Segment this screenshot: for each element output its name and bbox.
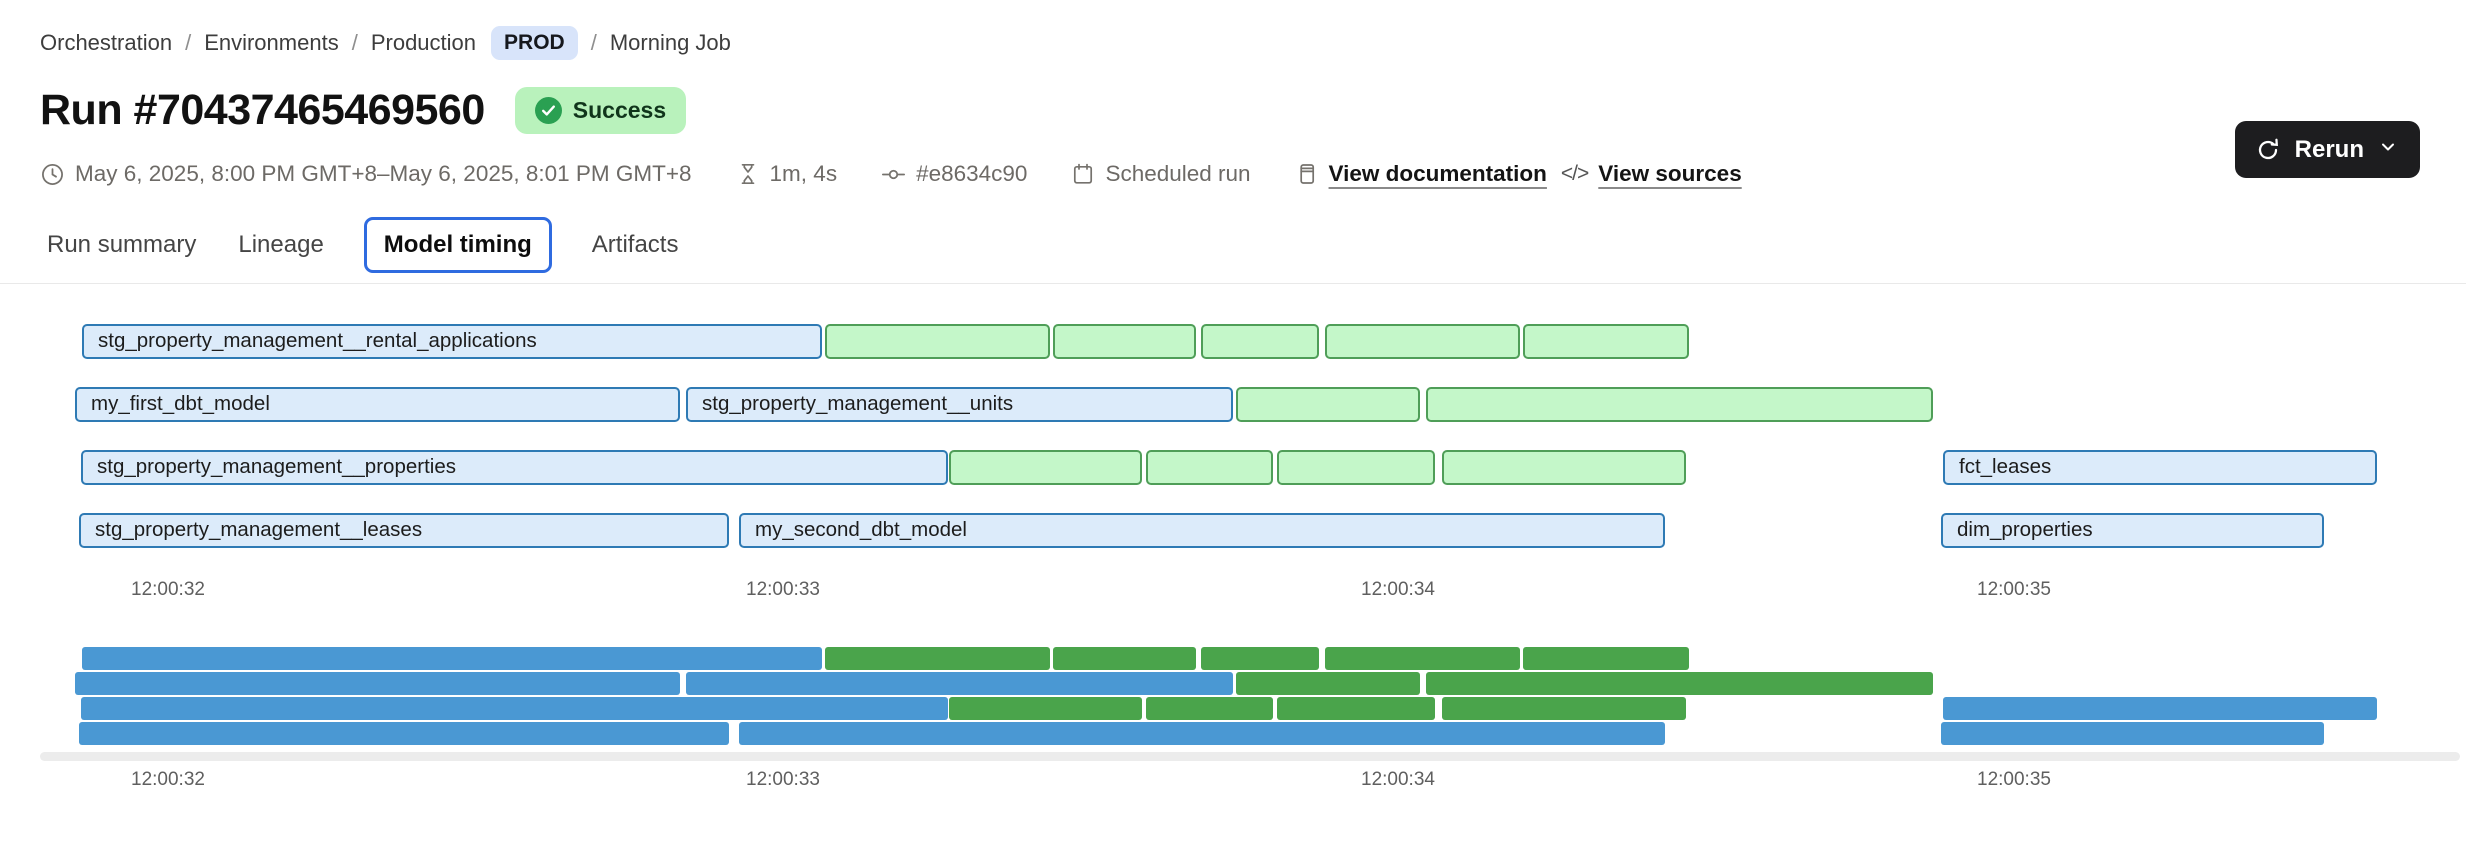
minimap-bar: [82, 647, 822, 670]
status-label: Success: [572, 97, 667, 123]
minimap-bar: [1146, 697, 1273, 720]
gantt-bar-segment[interactable]: [1201, 324, 1319, 359]
gantt-minimap-axis: 12:00:32 12:00:33 12:00:34 12:00:35: [0, 769, 2466, 795]
minimap-bar: [1325, 647, 1520, 670]
gantt-bar-segment[interactable]: [1146, 450, 1273, 485]
gantt-bar-segment[interactable]: [1236, 387, 1420, 422]
minimap-bar: [1053, 647, 1196, 670]
commit-icon: [881, 162, 906, 187]
refresh-icon: [2255, 137, 2281, 163]
tab-bar: Run summary Lineage Model timing Artifac…: [40, 217, 2420, 273]
gantt-bar-segment[interactable]: [1426, 387, 1933, 422]
breadcrumb-environments[interactable]: Environments: [204, 30, 339, 55]
minimap-bar: [1943, 697, 2377, 720]
calendar-icon: [1071, 162, 1095, 186]
model-timing-chart: stg_property_management__rental_applicat…: [0, 284, 2466, 836]
tab-model-timing[interactable]: Model timing: [363, 217, 552, 273]
hourglass-icon: [736, 162, 760, 186]
rerun-button[interactable]: Rerun: [2234, 121, 2420, 178]
view-sources-link[interactable]: View sources: [1598, 161, 1742, 186]
gantt-bar-segment[interactable]: [949, 450, 1142, 485]
view-sources-link-wrap: </> View sources: [1561, 161, 1742, 187]
gantt-bar-segment[interactable]: [1277, 450, 1435, 485]
title-row: Run #70437465469560 Success: [40, 86, 2420, 135]
minimap-bar: [739, 722, 1665, 745]
gantt-bar-segment[interactable]: [1325, 324, 1520, 359]
breadcrumb-separator: /: [185, 30, 192, 55]
minimap-bar: [81, 697, 948, 720]
gantt-bar-segment[interactable]: [1053, 324, 1196, 359]
minimap-bar: [1941, 722, 2324, 745]
gantt-bar-stg_property_management__leases[interactable]: stg_property_management__leases: [79, 513, 729, 548]
tabs-divider: [0, 283, 2466, 284]
minimap-bar: [1523, 647, 1689, 670]
tab-run-summary[interactable]: Run summary: [47, 231, 197, 258]
minimap-scroll-track[interactable]: [40, 752, 2460, 761]
gantt-bar-segment[interactable]: [1523, 324, 1689, 359]
document-icon: [1295, 162, 1319, 186]
gantt-bar-fct_leases[interactable]: fct_leases: [1943, 450, 2377, 485]
gantt-bar-stg_property_management__units[interactable]: stg_property_management__units: [686, 387, 1233, 422]
breadcrumb: Orchestration / Environments / Productio…: [40, 26, 2420, 60]
view-documentation-link-wrap: View documentation: [1295, 161, 1547, 187]
gantt-bar-dim_properties[interactable]: dim_properties: [1941, 513, 2324, 548]
axis-tick: 12:00:34: [1361, 579, 1435, 600]
code-icon: </>: [1560, 162, 1589, 185]
axis-tick: 12:00:34: [1361, 769, 1435, 790]
gantt-bar-stg_property_management__rental_applications[interactable]: stg_property_management__rental_applicat…: [82, 324, 822, 359]
gantt-bar-segment[interactable]: [825, 324, 1050, 359]
gantt-bar-stg_property_management__properties[interactable]: stg_property_management__properties: [81, 450, 948, 485]
minimap-bar: [1277, 697, 1435, 720]
page-title: Run #70437465469560: [40, 86, 485, 134]
breadcrumb-separator: /: [351, 30, 358, 55]
rerun-label: Rerun: [2294, 135, 2364, 163]
axis-tick: 12:00:35: [1977, 769, 2051, 790]
minimap-bar: [825, 647, 1050, 670]
axis-tick: 12:00:33: [746, 579, 820, 600]
tab-lineage[interactable]: Lineage: [238, 231, 324, 258]
run-meta-row: May 6, 2025, 8:00 PM GMT+8–May 6, 2025, …: [40, 161, 2420, 187]
status-badge: Success: [514, 87, 687, 134]
gantt-bar-my_second_dbt_model[interactable]: my_second_dbt_model: [739, 513, 1665, 548]
minimap-bar: [1426, 672, 1933, 695]
environment-badge: PROD: [491, 26, 578, 60]
minimap-bar: [1442, 697, 1686, 720]
gantt-bar-segment[interactable]: [1442, 450, 1686, 485]
commit-hash: #e8634c90: [881, 161, 1027, 187]
axis-tick: 12:00:32: [131, 769, 205, 790]
gantt-main-axis: 12:00:32 12:00:33 12:00:34 12:00:35: [0, 579, 2466, 605]
minimap-bar: [1201, 647, 1319, 670]
minimap-bar: [79, 722, 729, 745]
clock-icon: [40, 162, 65, 187]
check-icon: [534, 97, 562, 124]
axis-tick: 12:00:33: [746, 769, 820, 790]
breadcrumb-separator: /: [590, 30, 597, 55]
minimap-bar: [1236, 672, 1420, 695]
breadcrumb-production[interactable]: Production: [370, 30, 477, 55]
tab-artifacts[interactable]: Artifacts: [591, 231, 679, 258]
run-time-range: May 6, 2025, 8:00 PM GMT+8–May 6, 2025, …: [40, 161, 692, 187]
chevron-down-icon: [2378, 136, 2398, 164]
run-duration: 1m, 4s: [736, 161, 837, 187]
run-trigger: Scheduled run: [1071, 161, 1251, 187]
gantt-bar-my_first_dbt_model[interactable]: my_first_dbt_model: [75, 387, 680, 422]
breadcrumb-morning-job[interactable]: Morning Job: [609, 30, 731, 55]
page-header: Orchestration / Environments / Productio…: [0, 0, 2466, 273]
axis-tick: 12:00:32: [131, 579, 205, 600]
minimap-bar: [75, 672, 680, 695]
minimap-bar: [949, 697, 1142, 720]
view-documentation-link[interactable]: View documentation: [1328, 161, 1547, 186]
breadcrumb-orchestration[interactable]: Orchestration: [40, 30, 173, 55]
axis-tick: 12:00:35: [1977, 579, 2051, 600]
minimap-bar: [686, 672, 1233, 695]
